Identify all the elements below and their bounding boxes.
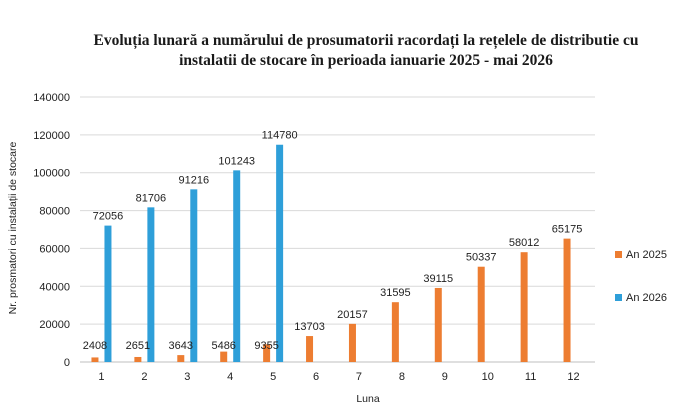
data-label: 3643 (169, 340, 193, 352)
bar-an-2025-3 (177, 355, 185, 362)
data-label: 58012 (509, 237, 540, 249)
data-label: 39115 (423, 273, 453, 285)
chart-title-line-1: Evoluția lunară a numărului de prosumato… (94, 32, 639, 49)
x-tick-label: 7 (356, 371, 362, 383)
x-tick-label: 10 (482, 371, 494, 383)
bar-an-2025-10 (477, 266, 485, 362)
bar-an-2026-3 (190, 189, 198, 362)
x-tick-label: 8 (399, 371, 405, 383)
x-tick-label: 2 (141, 371, 147, 383)
data-label: 2651 (126, 340, 150, 352)
y-tick-label: 60000 (39, 243, 70, 255)
y-tick-label: 20000 (39, 319, 70, 331)
x-tick-label: 4 (227, 371, 233, 383)
bar-an-2025-1 (91, 357, 99, 362)
legend-swatch (615, 294, 622, 301)
bar-an-2026-4 (233, 170, 241, 362)
data-label: 31595 (380, 287, 411, 299)
y-tick-label: 0 (64, 357, 70, 369)
bar-an-2025-7 (348, 323, 356, 362)
data-label: 81706 (136, 192, 167, 204)
bar-an-2025-2 (134, 356, 142, 362)
data-label: 72056 (93, 211, 124, 223)
x-tick-label: 5 (270, 371, 276, 383)
data-label: 5486 (211, 340, 235, 352)
bar-an-2025-4 (220, 351, 228, 362)
legend-swatch (615, 251, 622, 258)
data-label: 13703 (294, 321, 325, 333)
data-label: 2408 (83, 340, 107, 352)
legend-label: An 2025 (626, 249, 667, 261)
y-tick-label: 100000 (33, 168, 70, 180)
x-tick-label: 12 (567, 371, 579, 383)
y-tick-label: 120000 (33, 130, 70, 142)
bar-an-2026-1 (104, 225, 112, 362)
x-axis-label: Luna (356, 393, 380, 405)
bar-an-2026-2 (147, 207, 155, 362)
data-label: 9355 (254, 340, 278, 352)
legend-label: An 2026 (626, 292, 667, 304)
gridlines (80, 96, 595, 363)
bar-an-2026-5 (276, 144, 284, 362)
bars (91, 144, 571, 362)
y-tick-label: 140000 (33, 92, 70, 104)
y-tick-label: 80000 (39, 206, 70, 218)
data-labels: 2408 2651 3643 5486 9355 13703 20157 31595 39115… (83, 130, 583, 352)
x-axis-ticks: 1 2 3 4 5 6 7 8 9 10 11 12 (98, 371, 579, 383)
x-tick-label: 11 (525, 371, 536, 383)
bar-an-2025-5 (263, 344, 271, 362)
data-label: 114780 (262, 130, 298, 142)
y-axis-ticks: 0 20000 40000 60000 80000 100000 120000 140000 (33, 92, 70, 369)
data-label: 20157 (337, 309, 368, 321)
bar-an-2025-6 (306, 336, 314, 362)
bar-an-2025-12 (563, 238, 571, 362)
bar-an-2025-8 (391, 302, 399, 362)
data-label: 101243 (218, 155, 255, 167)
x-tick-label: 6 (313, 371, 319, 383)
bar-an-2025-9 (434, 287, 442, 362)
bar-an-2025-11 (520, 252, 528, 362)
x-tick-label: 3 (184, 371, 190, 383)
legend: An 2025 An 2026 (615, 249, 667, 304)
data-label: 91216 (178, 174, 209, 186)
data-label: 65175 (552, 224, 583, 236)
y-axis-label: Nr. prosmatori cu instalații de stocare (7, 141, 19, 314)
y-tick-label: 40000 (39, 281, 70, 293)
chart-title-line-2: instalatii de stocare în perioada ianuar… (179, 52, 553, 69)
x-tick-label: 1 (98, 371, 104, 383)
x-tick-label: 9 (442, 371, 448, 383)
data-label: 50337 (466, 252, 497, 264)
